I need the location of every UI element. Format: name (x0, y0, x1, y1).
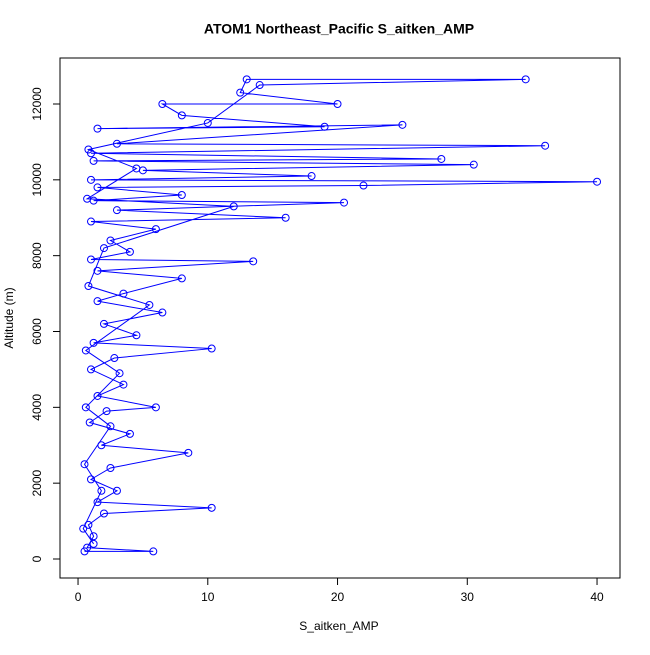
data-point (106, 464, 115, 473)
data-point (521, 75, 530, 84)
plot-box (59, 57, 621, 579)
data-point (93, 297, 102, 306)
data-point (207, 503, 216, 512)
y-tick-label: 6000 (30, 318, 44, 345)
data-point (97, 486, 106, 495)
data-point (87, 175, 96, 184)
data-point (242, 75, 251, 84)
data-point (81, 346, 90, 355)
data-point (125, 429, 134, 438)
data-point (81, 403, 90, 412)
data-point (249, 257, 258, 266)
chart-title: ATOM1 Northeast_Pacific S_aitken_AMP (204, 21, 474, 37)
data-point (93, 266, 102, 275)
data-point (177, 274, 186, 283)
data-point (203, 118, 212, 127)
data-point (593, 177, 602, 186)
data-point (398, 120, 407, 129)
y-tick-label: 8000 (30, 242, 44, 269)
data-point (132, 331, 141, 340)
data-point (102, 407, 111, 416)
data-point (79, 524, 88, 533)
data-point (541, 141, 550, 150)
data-point (87, 365, 96, 374)
data-point (112, 486, 121, 495)
data-point (93, 498, 102, 507)
y-tick-label: 10000 (30, 163, 44, 197)
x-tick-label: 0 (75, 590, 82, 604)
data-point (83, 194, 92, 203)
data-point (119, 380, 128, 389)
data-point (87, 475, 96, 484)
data-line (82, 78, 598, 552)
data-point (307, 172, 316, 181)
data-point (177, 111, 186, 120)
data-point (83, 543, 92, 552)
data-point (97, 441, 106, 450)
data-point (84, 281, 93, 290)
data-point (89, 156, 98, 165)
data-point (112, 206, 121, 215)
data-point (340, 198, 349, 207)
data-point (469, 160, 478, 169)
data-point (158, 308, 167, 317)
data-point (87, 217, 96, 226)
data-point (85, 418, 94, 427)
y-tick-label: 4000 (30, 394, 44, 421)
data-point (115, 369, 124, 378)
data-point (255, 81, 264, 90)
data-point (149, 547, 158, 556)
data-point (93, 124, 102, 133)
data-point (80, 460, 89, 469)
data-point (281, 213, 290, 222)
y-tick-label: 2000 (30, 469, 44, 496)
y-axis-label: Altitude (m) (2, 287, 16, 348)
data-point (106, 236, 115, 245)
data-point (89, 532, 98, 541)
data-point (236, 88, 245, 97)
data-point (145, 300, 154, 309)
data-point (99, 244, 108, 253)
data-point (320, 122, 329, 131)
y-tick-label: 12000 (30, 87, 44, 121)
data-point (84, 520, 93, 529)
data-point (119, 289, 128, 298)
data-point (229, 202, 238, 211)
data-point (89, 539, 98, 548)
x-tick-label: 30 (461, 590, 475, 604)
data-point (112, 139, 121, 148)
data-point (93, 183, 102, 192)
data-point (99, 319, 108, 328)
data-point (84, 145, 93, 154)
data-point (125, 247, 134, 256)
data-point (87, 255, 96, 264)
data-point (333, 99, 342, 108)
data-point (89, 338, 98, 347)
x-axis-label: S_aitken_AMP (299, 619, 378, 633)
data-point (132, 164, 141, 173)
x-tick-label: 10 (201, 590, 215, 604)
x-tick-label: 40 (590, 590, 604, 604)
data-point (93, 391, 102, 400)
data-point (437, 154, 446, 163)
data-point (106, 422, 115, 431)
data-point (158, 99, 167, 108)
x-tick-label: 20 (331, 590, 345, 604)
data-point (151, 225, 160, 234)
data-point (151, 403, 160, 412)
y-tick-label: 0 (30, 555, 44, 562)
data-point (99, 509, 108, 518)
data-point (184, 448, 193, 457)
data-point (177, 190, 186, 199)
data-point (110, 354, 119, 363)
data-point (359, 181, 368, 190)
data-point (207, 344, 216, 353)
